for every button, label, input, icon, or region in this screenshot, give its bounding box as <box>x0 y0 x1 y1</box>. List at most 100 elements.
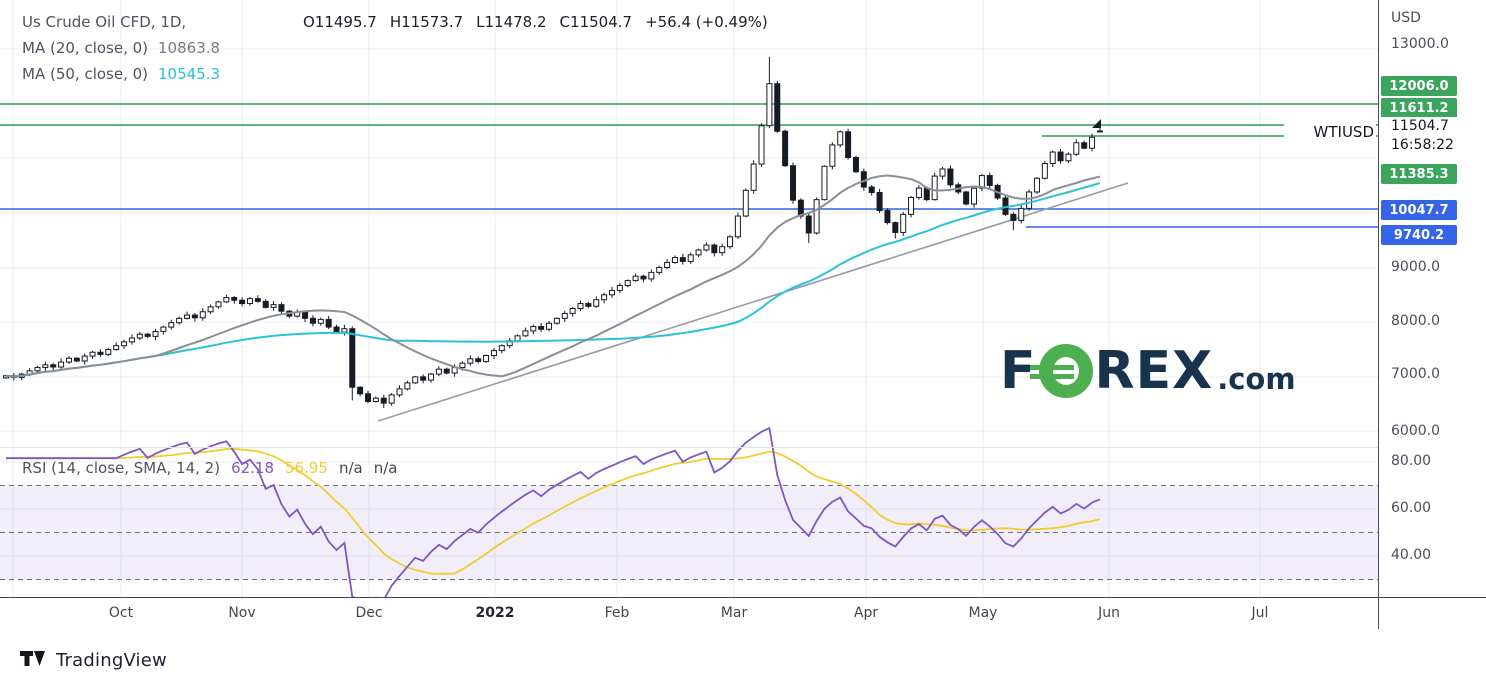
candle-body <box>931 175 938 201</box>
candle-body <box>97 351 104 355</box>
ma20-line <box>5 174 1101 378</box>
candle-body <box>805 215 812 234</box>
tradingview-attribution[interactable]: TradingView <box>20 648 167 672</box>
candle-body <box>703 244 710 251</box>
candle-body <box>679 257 686 262</box>
candle-body <box>577 303 584 309</box>
main-chart-canvas[interactable] <box>0 0 1378 597</box>
candle-body <box>309 317 316 324</box>
candle-body <box>89 351 96 357</box>
price-level-badge: 10047.7 <box>1381 200 1457 220</box>
candle-body <box>671 257 678 264</box>
month-label: Apr <box>853 605 879 621</box>
month-label: Dec <box>355 605 383 621</box>
price-tick-label: 8000.0 <box>1391 313 1440 329</box>
candle-body <box>719 246 726 254</box>
candle-body <box>616 285 623 291</box>
ohlc-change: +56.4 (+0.49%) <box>645 13 768 31</box>
candle-body <box>947 168 954 186</box>
candle-body <box>868 186 875 194</box>
candle-body <box>270 304 277 308</box>
forex-o-logo-icon <box>1029 344 1093 398</box>
candle-body <box>325 318 332 328</box>
price-level-badge: 12006.0 <box>1381 76 1457 96</box>
candle-body <box>207 306 214 313</box>
rsi-legend-row[interactable]: RSI (14, close, SMA, 14, 2) 62.18 56.95 … <box>22 459 398 477</box>
ma20-legend-row[interactable]: MA (20, close, 0) 10863.8 <box>22 35 220 61</box>
candle-body <box>365 393 372 402</box>
candle-body <box>483 355 490 363</box>
candle-body <box>813 199 820 234</box>
candle-body <box>467 358 474 364</box>
candle-body <box>1081 142 1088 149</box>
candle-body <box>388 394 395 404</box>
candle-body <box>821 165 828 201</box>
candle-body <box>427 373 434 381</box>
candle-body <box>372 397 379 402</box>
rsi-na-1: n/a <box>338 459 363 477</box>
candle-body <box>1057 151 1064 162</box>
ohlc-close: C11504.7 <box>559 13 633 31</box>
rsi-na-2: n/a <box>373 459 398 477</box>
price-tick-label: 6000.0 <box>1391 423 1440 439</box>
price-axis[interactable]: USD 13000.0 9000.0 8000.0 7000.0 6000.0 80.00… <box>1378 0 1486 597</box>
candle-body <box>239 299 246 305</box>
ma20-value: 10863.8 <box>158 39 221 57</box>
candle-body <box>727 236 734 248</box>
candle-body <box>908 196 915 215</box>
pane-separator[interactable] <box>0 447 1378 448</box>
candle-body <box>624 280 631 287</box>
candle-body <box>412 376 419 384</box>
candle-body <box>113 345 120 351</box>
ma50-legend-row[interactable]: MA (50, close, 0) 10545.3 <box>22 61 220 87</box>
candle-body <box>1096 130 1103 133</box>
candle-body <box>845 131 852 159</box>
candle-body <box>546 322 553 330</box>
candle-body <box>608 289 615 296</box>
ma50-label: MA (50, close, 0) <box>22 65 149 83</box>
candle-body <box>986 175 993 186</box>
candle-body <box>1049 151 1056 165</box>
current-price-label: 11504.7 16:58:22 <box>1379 117 1486 157</box>
candle-body <box>978 175 985 189</box>
candle-body <box>1065 153 1072 162</box>
month-label: Oct <box>108 605 134 621</box>
candle-body <box>514 335 521 342</box>
candle-body <box>971 187 978 205</box>
price-tick-label: 7000.0 <box>1391 366 1440 382</box>
month-label: Jun <box>1098 605 1120 621</box>
month-label: Mar <box>720 605 748 621</box>
candle-body <box>73 357 80 362</box>
candle-body <box>742 189 749 217</box>
price-level-badge: 11385.3 <box>1381 164 1457 184</box>
candle-body <box>184 314 191 319</box>
month-label: May <box>968 605 998 621</box>
candle-body <box>215 301 222 308</box>
ma50-value: 10545.3 <box>158 65 221 83</box>
candle-body <box>1033 177 1040 193</box>
candle-body <box>522 330 529 337</box>
candle-body <box>420 376 427 381</box>
ohlc-open: O11495.7 <box>303 13 377 31</box>
tradingview-logo-text: TradingView <box>56 649 167 671</box>
time-axis[interactable]: Oct Nov Dec 2022 Feb Mar Apr May Jun Jul <box>0 597 1486 629</box>
candle-body <box>349 328 356 388</box>
candle-body <box>837 131 844 146</box>
candle-body <box>490 350 497 357</box>
candle-body <box>254 298 261 302</box>
symbol-price-line-label: WTIUSD <box>1284 122 1376 142</box>
rsi-value: 62.18 <box>231 459 275 477</box>
month-label: Nov <box>228 605 256 621</box>
candle-body <box>782 130 789 167</box>
candle-body <box>923 187 930 201</box>
symbol-title[interactable]: Us Crude Oil CFD, 1D, <box>22 13 187 31</box>
candle-body <box>758 125 765 165</box>
candle-body <box>81 355 88 362</box>
bar-countdown: 16:58:22 <box>1391 137 1454 153</box>
candle-body <box>1018 207 1025 221</box>
month-label: Jul <box>1251 605 1269 621</box>
candle-body <box>1010 213 1017 221</box>
rsi-label: RSI (14, close, SMA, 14, 2) <box>22 459 221 477</box>
candle-body <box>199 311 206 319</box>
candle-body <box>1026 191 1033 209</box>
